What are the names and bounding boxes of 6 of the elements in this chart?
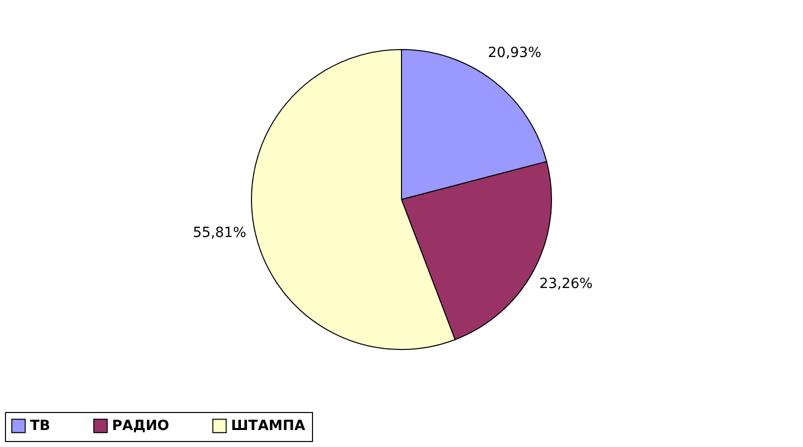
data-label: 20,93% bbox=[488, 45, 542, 62]
data-label: 55,81% bbox=[192, 225, 246, 242]
legend-label: РАДИО bbox=[112, 418, 170, 434]
legend-label: ТВ bbox=[30, 418, 50, 434]
data-label: 23,26% bbox=[539, 276, 593, 292]
legend-label: ШТАМПА bbox=[231, 418, 306, 434]
